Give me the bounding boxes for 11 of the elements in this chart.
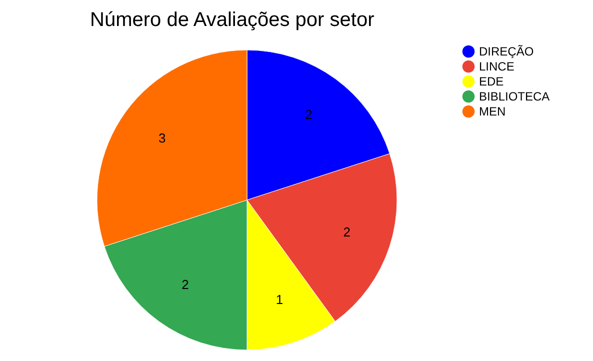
data-label: 2 [182, 276, 189, 292]
data-label: 2 [305, 107, 312, 122]
chart-title: Número de Avaliações por setor [90, 9, 375, 31]
data-label: 2 [343, 224, 350, 240]
data-label: 3 [158, 130, 166, 146]
legend-label: DIREÇÃO [479, 44, 534, 58]
legend-label: BIBLIOTECA [479, 90, 550, 104]
legend-label: LINCE [479, 60, 514, 74]
data-label: 1 [276, 292, 284, 307]
legend-label: EDE [479, 74, 504, 88]
legend-label: MEN [479, 104, 506, 118]
